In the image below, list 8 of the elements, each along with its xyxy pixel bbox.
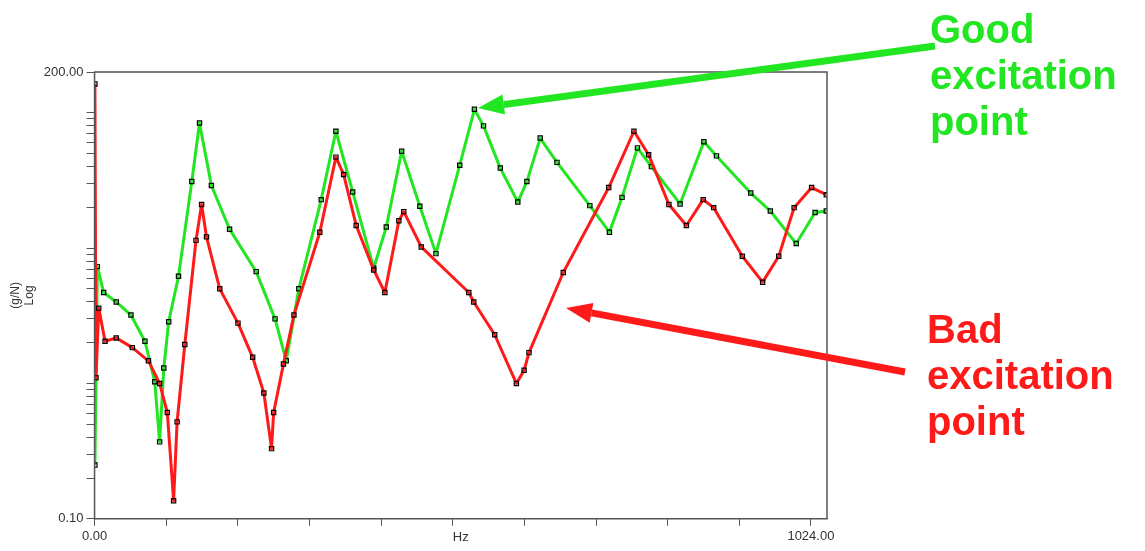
y-axis-title: (g/N) Log — [7, 282, 36, 309]
y-tick-label: 0.10 — [58, 510, 84, 526]
x-tick-label: 1024.00 — [787, 528, 835, 544]
text: Good excitation point — [930, 6, 1118, 144]
x-tick-label: 0.00 — [81, 528, 108, 544]
x-axis-title: Hz — [452, 528, 469, 544]
y-tick-label: 200.00 — [43, 63, 84, 79]
text: Bad excitation point — [927, 306, 1115, 444]
